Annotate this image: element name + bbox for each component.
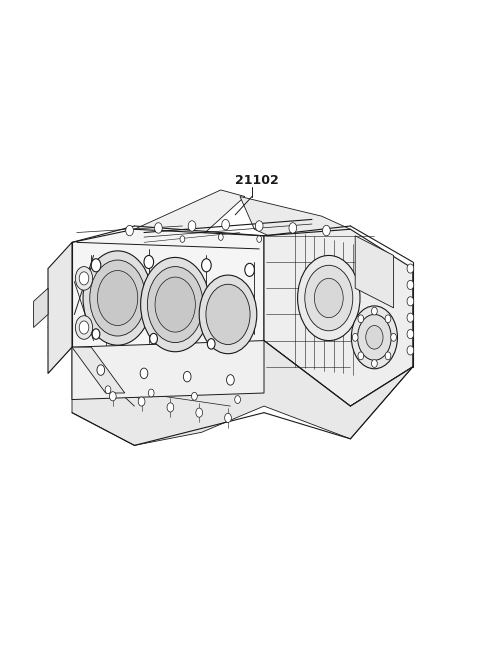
Circle shape [148,389,154,397]
Circle shape [255,221,263,231]
Circle shape [83,251,152,345]
Circle shape [141,257,210,352]
Circle shape [206,284,250,345]
Circle shape [385,315,391,323]
Text: 21102: 21102 [235,174,279,187]
Circle shape [155,223,162,233]
Circle shape [351,306,397,369]
Circle shape [91,259,101,272]
Circle shape [245,263,254,276]
Polygon shape [72,347,125,393]
Circle shape [192,392,197,400]
Circle shape [366,326,383,349]
Circle shape [90,260,145,336]
Circle shape [222,219,229,230]
Circle shape [167,403,174,412]
Circle shape [323,225,330,236]
Polygon shape [72,229,264,380]
Circle shape [372,307,377,315]
Circle shape [126,225,133,236]
Circle shape [391,333,396,341]
Circle shape [227,375,234,385]
Circle shape [92,329,100,339]
Circle shape [150,333,157,344]
Circle shape [257,236,262,242]
Polygon shape [48,242,72,373]
Circle shape [372,360,377,367]
Polygon shape [72,341,264,400]
Circle shape [407,313,414,322]
Circle shape [202,259,211,272]
Polygon shape [134,190,245,255]
Circle shape [407,264,414,273]
Polygon shape [355,236,394,308]
Circle shape [180,236,185,242]
Circle shape [218,234,223,240]
Circle shape [298,255,360,341]
Circle shape [314,278,343,318]
Circle shape [407,346,414,355]
Circle shape [79,321,89,334]
Circle shape [138,397,145,406]
Circle shape [207,339,215,349]
Circle shape [305,265,353,331]
Circle shape [235,396,240,403]
Circle shape [79,272,89,285]
Circle shape [105,386,111,394]
Circle shape [196,408,203,417]
Circle shape [188,221,196,231]
Circle shape [289,223,297,233]
Circle shape [75,267,93,290]
Circle shape [155,277,195,332]
Circle shape [183,371,191,382]
Circle shape [140,368,148,379]
Circle shape [199,275,257,354]
Polygon shape [240,196,350,255]
Circle shape [225,413,231,422]
Circle shape [358,352,364,360]
Polygon shape [72,341,413,445]
Circle shape [97,271,138,326]
Circle shape [358,315,364,323]
Polygon shape [264,229,413,406]
Circle shape [97,365,105,375]
Circle shape [144,255,154,269]
Circle shape [358,314,391,360]
Circle shape [407,280,414,290]
Circle shape [407,329,414,339]
Circle shape [385,352,391,360]
Circle shape [352,333,358,341]
Polygon shape [67,190,413,452]
Circle shape [75,316,93,339]
Circle shape [109,392,116,401]
Circle shape [147,267,203,343]
Circle shape [407,297,414,306]
Polygon shape [34,288,48,328]
